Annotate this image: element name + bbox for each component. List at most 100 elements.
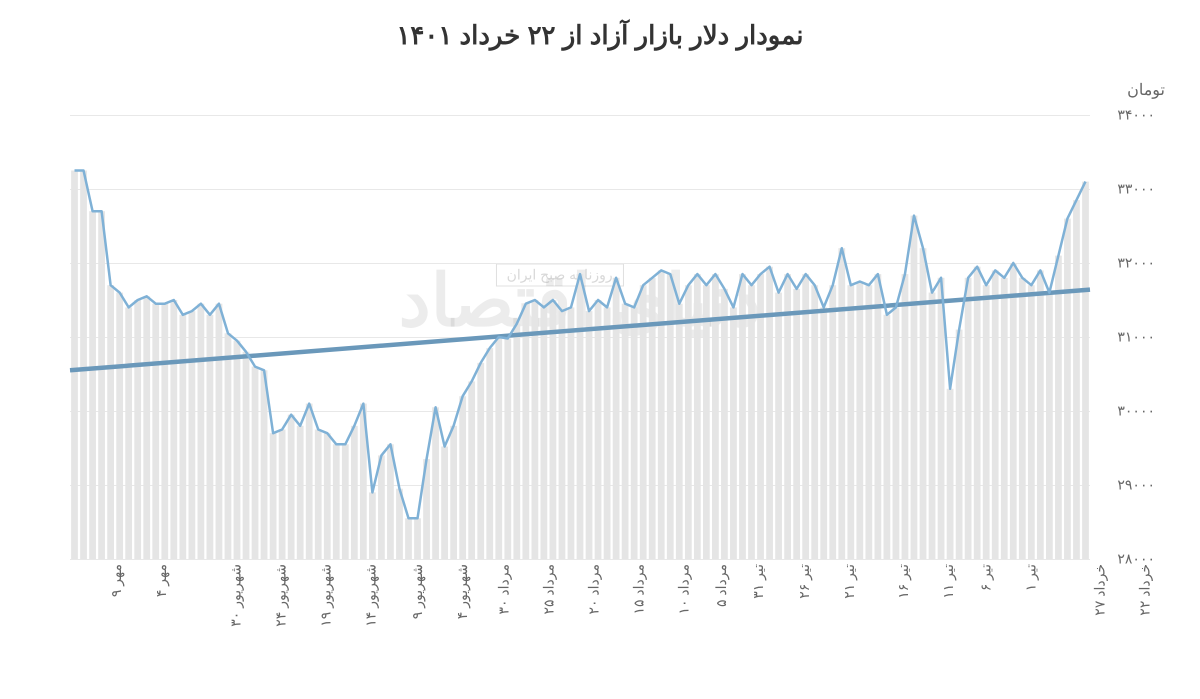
bar [504, 338, 511, 559]
bar [992, 270, 999, 559]
bar [541, 307, 548, 559]
bar [468, 381, 475, 559]
bar [459, 396, 466, 559]
bar [649, 278, 656, 559]
bar [1064, 219, 1071, 559]
bar [676, 304, 683, 559]
bar [107, 285, 114, 559]
bar [207, 315, 214, 559]
bar [920, 248, 927, 559]
bar [956, 330, 963, 559]
bar [450, 426, 457, 559]
bar [829, 285, 836, 559]
bar [315, 430, 322, 560]
x-tick: خرداد ۲۷ [1092, 564, 1109, 616]
bar [694, 274, 701, 559]
y-axis-label: تومان [1127, 80, 1165, 100]
bar [929, 293, 936, 559]
bar [89, 211, 96, 559]
x-tick: مهر ۹ [108, 564, 125, 597]
bar [405, 518, 412, 559]
bar [333, 444, 340, 559]
bar [1073, 200, 1080, 559]
bar [234, 341, 241, 559]
bar [522, 304, 529, 559]
y-tick: ۳۳۰۰۰ [1117, 181, 1155, 198]
bar [441, 447, 448, 559]
bar [288, 415, 295, 559]
bar [766, 267, 773, 559]
bar [1010, 263, 1017, 559]
bar [513, 324, 520, 559]
bar [270, 433, 277, 559]
x-tick: تیر ۲۱ [840, 564, 857, 599]
x-tick: شهریور ۴ [455, 564, 472, 619]
bar [531, 300, 538, 559]
bar [1055, 256, 1062, 559]
bar [225, 333, 232, 559]
bar [1019, 278, 1026, 559]
x-tick: مهر ۴ [153, 564, 170, 597]
bar [252, 367, 259, 559]
bar [559, 311, 566, 559]
x-tick: تیر ۱۶ [895, 564, 912, 599]
bar [279, 430, 286, 560]
bar [730, 307, 737, 559]
bar [667, 274, 674, 559]
bar [793, 289, 800, 559]
bar [98, 211, 105, 559]
bar [983, 285, 990, 559]
bar [911, 216, 918, 559]
x-axis: خرداد ۲۲خرداد ۲۷تیر ۱تیر ۶تیر ۱۱تیر ۱۶تی… [70, 559, 1090, 679]
bar [477, 363, 484, 559]
bar [495, 337, 502, 559]
bar [1037, 270, 1044, 559]
x-tick: مرداد ۱۵ [631, 564, 648, 615]
bar [1028, 285, 1035, 559]
bar [1046, 293, 1053, 559]
bar [721, 289, 728, 559]
bar [143, 296, 150, 559]
x-tick: شهریور ۹ [410, 564, 427, 619]
bar [1082, 182, 1089, 559]
bar [865, 285, 872, 559]
x-tick: شهریور ۳۰ [228, 564, 245, 627]
bar [432, 407, 439, 559]
bar [1001, 278, 1008, 559]
bar [856, 282, 863, 560]
bar [369, 492, 376, 559]
bar [306, 404, 313, 559]
bar [685, 285, 692, 559]
y-tick: ۲۹۰۰۰ [1117, 477, 1155, 494]
x-tick: مرداد ۱۰ [676, 564, 693, 615]
bar [577, 274, 584, 559]
bar [586, 311, 593, 559]
bar [622, 304, 629, 559]
x-tick: خرداد ۲۲ [1137, 564, 1154, 616]
bar [486, 348, 493, 559]
bar [125, 307, 132, 559]
bar [874, 274, 881, 559]
bar [595, 300, 602, 559]
x-tick: تیر ۲۶ [795, 564, 812, 599]
bar [974, 267, 981, 559]
bar [170, 300, 177, 559]
bar [784, 274, 791, 559]
x-tick: شهریور ۲۴ [273, 564, 290, 627]
y-tick: ۳۴۰۰۰ [1117, 107, 1155, 124]
bar [703, 285, 710, 559]
x-tick: شهریور ۱۹ [318, 564, 335, 627]
x-tick: تیر ۱ [1023, 564, 1040, 591]
chart-container: نمودار دلار بازار آزاد از ۲۲ خرداد ۱۴۰۱ … [40, 20, 1160, 679]
x-tick: مرداد ۲۵ [540, 564, 557, 615]
x-tick: تیر ۳۱ [750, 564, 767, 599]
bar [947, 389, 954, 559]
x-tick: شهریور ۱۴ [363, 564, 380, 627]
bar [80, 171, 87, 560]
bar [775, 293, 782, 559]
bar [351, 426, 358, 559]
bar [811, 285, 818, 559]
bar [243, 352, 250, 559]
x-tick: تیر ۶ [977, 564, 994, 591]
bar [847, 285, 854, 559]
